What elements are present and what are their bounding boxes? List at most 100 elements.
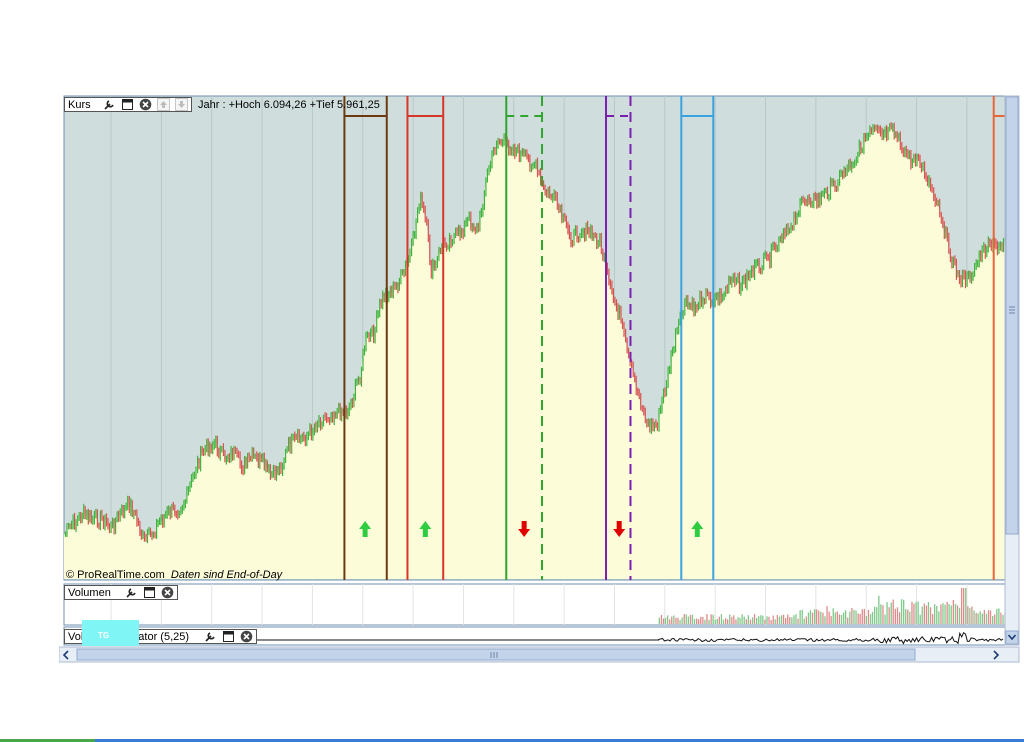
volume-bar <box>760 615 762 624</box>
volume-bar <box>950 605 952 624</box>
volume-bar <box>664 617 667 624</box>
volume-bar <box>689 615 692 624</box>
volume-bar <box>673 615 675 624</box>
chevron-right-icon[interactable] <box>993 650 1000 660</box>
volume-bar <box>704 619 706 624</box>
volume-bar <box>884 614 886 624</box>
volume-bar <box>803 618 805 624</box>
window-icon[interactable] <box>222 630 235 643</box>
volume-bar <box>780 615 783 624</box>
volume-bar <box>718 616 720 624</box>
volume-bar <box>878 595 880 624</box>
volume-bar <box>929 607 932 624</box>
volume-bar <box>961 588 963 624</box>
volume-bar <box>822 612 824 624</box>
volume-bar <box>911 601 913 624</box>
volume-bar <box>946 601 948 624</box>
arrow-down-icon[interactable] <box>175 98 188 111</box>
chevron-left-icon[interactable] <box>62 650 69 660</box>
price-panel-header: Kurs <box>64 97 192 112</box>
volume-bar <box>874 606 876 624</box>
window-icon[interactable] <box>121 98 134 111</box>
window-icon[interactable] <box>143 586 156 599</box>
volume-bar <box>677 617 679 624</box>
volume-bar <box>948 604 950 624</box>
volume-bar <box>782 614 785 624</box>
sell-arrow-icon <box>518 521 531 537</box>
volume-bar <box>992 616 994 624</box>
volume-bar <box>942 603 944 624</box>
volume-bar <box>927 602 930 624</box>
wrench-icon[interactable] <box>103 98 116 111</box>
volume-bar <box>797 618 799 624</box>
volume-bar <box>917 601 919 624</box>
volume-bar <box>967 606 969 624</box>
taskbar-start[interactable] <box>0 739 95 742</box>
volume-bar <box>849 611 851 624</box>
volume-bar <box>698 619 700 624</box>
volume-bar <box>801 609 803 624</box>
volume-bar <box>789 617 791 624</box>
volume-bar <box>828 611 830 624</box>
volume-bar <box>985 613 988 624</box>
oscillator-title-suffix: ator (5,25) <box>138 630 190 643</box>
volume-bar <box>971 606 973 624</box>
volume-bar <box>871 611 874 624</box>
chart-window: Kurs Jahr : +Hoch 6.094,26 +Tief 5.961,2… <box>59 95 1021 663</box>
volume-bar <box>669 619 671 624</box>
arrow-up-icon[interactable] <box>157 98 170 111</box>
volume-bar <box>834 612 836 624</box>
volume-bar <box>840 615 843 624</box>
vertical-scroll-thumb[interactable] <box>1005 96 1019 535</box>
price-panel-title: Kurs <box>68 98 91 111</box>
volume-bar <box>741 614 743 624</box>
volume-bar <box>998 608 1000 624</box>
volume-bar <box>675 617 677 624</box>
oscillator-line <box>242 631 1004 645</box>
volume-bar <box>799 610 801 624</box>
volume-bar <box>745 619 747 624</box>
volume-bar <box>869 614 872 624</box>
volume-bar <box>965 588 967 624</box>
volume-bar <box>714 619 716 624</box>
volume-bar <box>737 617 739 624</box>
volume-bar <box>708 619 710 624</box>
data-credit: © ProRealTime.com Daten sind End-of-Day <box>66 569 282 581</box>
volume-bar <box>660 615 663 624</box>
volume-bar <box>791 617 793 624</box>
volume-bar <box>867 609 870 624</box>
volume-bar <box>658 617 660 624</box>
close-icon[interactable] <box>139 98 152 111</box>
wrench-icon[interactable] <box>204 630 217 643</box>
volume-bar <box>969 608 971 624</box>
volume-bar <box>743 616 745 624</box>
volume-bar <box>956 605 959 624</box>
volume-bar <box>932 614 934 624</box>
volume-bar <box>1002 614 1004 624</box>
volume-bar <box>716 619 718 624</box>
volume-bar <box>900 599 903 624</box>
overlay-tag-label: TG <box>98 631 110 640</box>
volume-bar <box>954 604 957 624</box>
volume-bar <box>749 619 752 624</box>
volume-bar <box>662 618 665 624</box>
wrench-icon[interactable] <box>125 586 138 599</box>
horizontal-scroll-thumb[interactable] <box>76 648 916 661</box>
volume-bar <box>855 610 857 624</box>
chart-canvas[interactable] <box>59 95 1021 663</box>
volume-bar <box>756 618 758 624</box>
volume-bar <box>816 609 818 624</box>
volume-bar <box>863 608 865 624</box>
buy-arrow-icon <box>691 521 704 537</box>
volume-bar <box>766 616 768 624</box>
volume-bar <box>772 615 774 624</box>
close-icon[interactable] <box>240 630 253 643</box>
volume-bar <box>735 619 737 624</box>
close-icon[interactable] <box>161 586 174 599</box>
volume-bar <box>814 609 816 624</box>
scroll-down-button[interactable] <box>1005 630 1019 645</box>
volume-bar <box>706 614 708 624</box>
volume-bar <box>919 614 921 624</box>
volume-bar <box>934 604 936 624</box>
volume-bar <box>981 613 983 624</box>
